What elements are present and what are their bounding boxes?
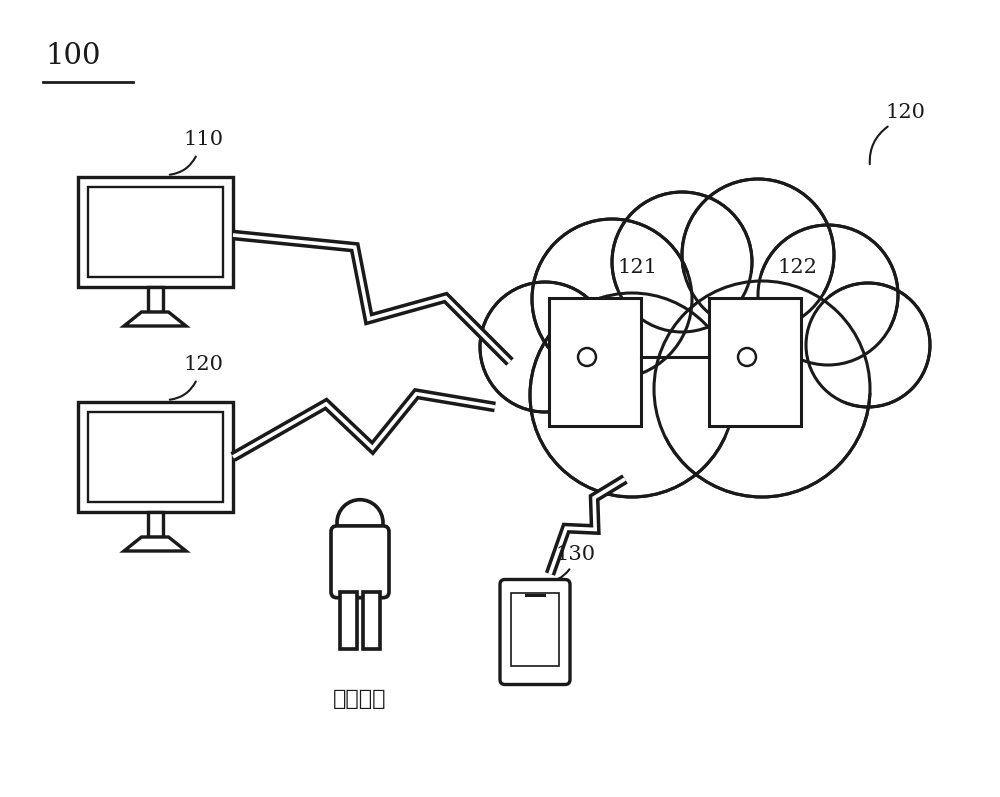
Circle shape xyxy=(532,219,692,379)
Ellipse shape xyxy=(560,317,820,417)
Bar xyxy=(88,412,222,502)
Bar xyxy=(148,512,162,537)
Text: 目标用户: 目标用户 xyxy=(333,689,387,709)
Text: 122: 122 xyxy=(777,258,817,277)
Circle shape xyxy=(758,225,898,365)
Text: 121: 121 xyxy=(617,258,657,277)
Text: 120: 120 xyxy=(885,103,925,122)
Bar xyxy=(78,177,233,287)
Polygon shape xyxy=(124,537,186,551)
Bar xyxy=(88,187,222,277)
Text: 110: 110 xyxy=(183,130,223,149)
Polygon shape xyxy=(124,312,186,326)
Bar xyxy=(511,592,559,665)
Bar xyxy=(363,591,380,650)
Circle shape xyxy=(654,281,870,497)
Circle shape xyxy=(738,348,756,366)
Bar xyxy=(340,591,357,650)
Polygon shape xyxy=(550,267,890,437)
Text: 120: 120 xyxy=(183,355,223,374)
Circle shape xyxy=(530,293,734,497)
Ellipse shape xyxy=(540,247,860,407)
Circle shape xyxy=(612,192,752,332)
Text: 130: 130 xyxy=(555,545,595,564)
Bar xyxy=(148,287,162,312)
Circle shape xyxy=(337,500,383,546)
Bar xyxy=(549,298,641,426)
Circle shape xyxy=(480,282,610,412)
Circle shape xyxy=(682,179,834,331)
FancyBboxPatch shape xyxy=(331,526,389,598)
FancyBboxPatch shape xyxy=(500,579,570,685)
Bar xyxy=(709,298,801,426)
Bar xyxy=(78,402,233,512)
Circle shape xyxy=(578,348,596,366)
Text: 100: 100 xyxy=(45,42,100,70)
Circle shape xyxy=(806,283,930,407)
